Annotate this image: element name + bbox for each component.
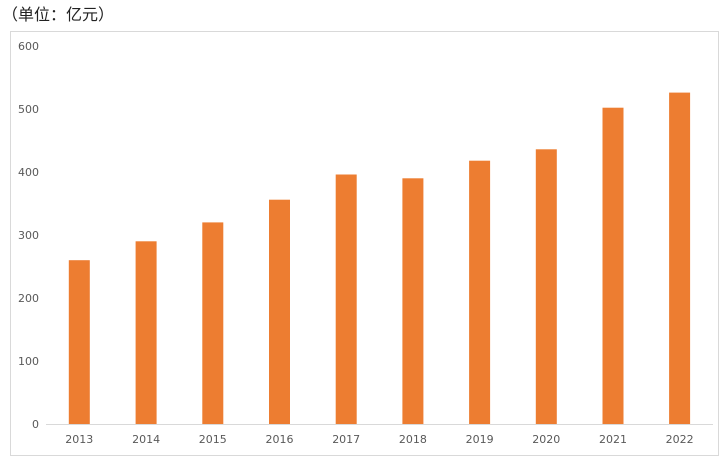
y-tick-label: 100 [18, 355, 39, 368]
bar-2013 [68, 260, 90, 424]
y-tick-label: 400 [18, 166, 39, 179]
x-axis: 2013 2014 2015 2016 2017 2018 2019 2020 2021 2022 [46, 424, 713, 446]
bar-chart: 0 100 200 300 400 500 600 2013 2014 2015 2016 2017… [18, 40, 713, 446]
bar-2021 [602, 107, 624, 424]
y-tick-label: 600 [18, 40, 39, 53]
bar-series [68, 92, 691, 425]
x-tick-label: 2019 [466, 433, 494, 446]
chart-frame: 0 100 200 300 400 500 600 2013 2014 2015 2016 2017… [10, 31, 719, 456]
x-tick-label: 2014 [132, 433, 160, 446]
y-tick-label: 200 [18, 292, 39, 305]
bar-2017 [335, 174, 357, 424]
bar-2020 [535, 149, 557, 425]
bar-2016 [269, 199, 290, 424]
x-tick-label: 2016 [266, 433, 294, 446]
y-axis: 0 100 200 300 400 500 600 [18, 40, 39, 431]
x-tick-label: 2017 [332, 433, 360, 446]
x-tick-label: 2022 [666, 433, 694, 446]
x-tick-label: 2018 [399, 433, 427, 446]
x-tick-label: 2013 [65, 433, 93, 446]
bar-2018 [402, 178, 424, 424]
y-tick-label: 0 [32, 418, 39, 431]
unit-label: （单位：亿元） [2, 5, 115, 24]
y-tick-label: 500 [18, 103, 39, 116]
y-tick-label: 300 [18, 229, 39, 242]
x-tick-label: 2015 [199, 433, 227, 446]
x-tick-label: 2021 [599, 433, 627, 446]
bar-2015 [202, 222, 224, 424]
bar-2014 [135, 241, 157, 424]
bar-2019 [469, 160, 491, 424]
x-tick-label: 2020 [532, 433, 560, 446]
bar-2022 [669, 92, 691, 424]
